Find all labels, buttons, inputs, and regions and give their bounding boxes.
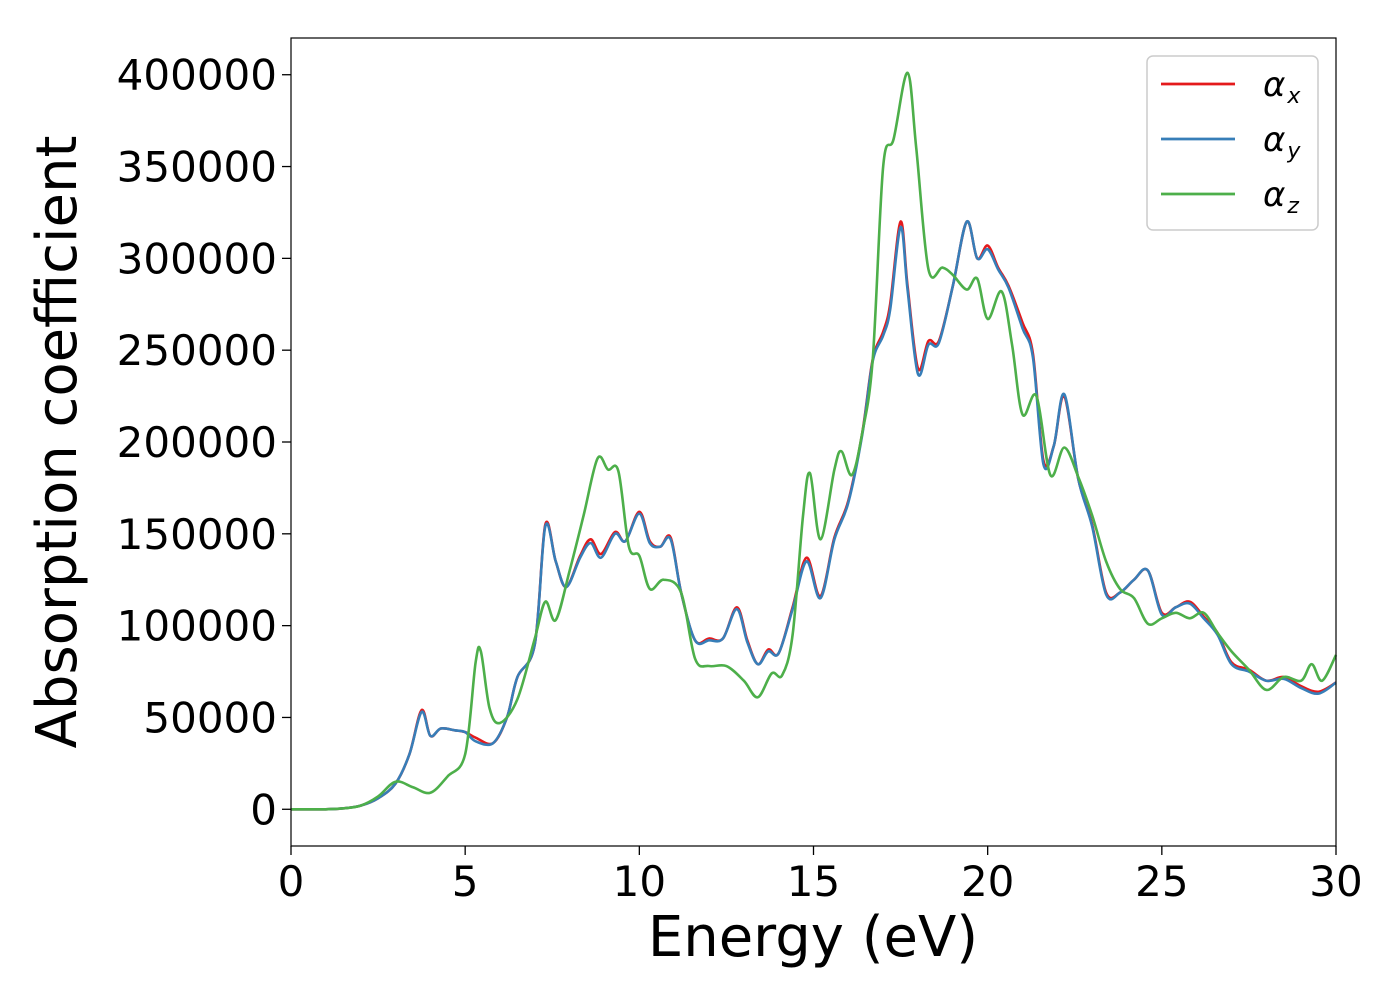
y-tick-label: 150000 bbox=[117, 510, 277, 559]
y-tick-label: 50000 bbox=[143, 693, 277, 742]
y-tick-label: 250000 bbox=[117, 326, 277, 375]
series-line-x bbox=[290, 220, 1337, 811]
series-line-y bbox=[290, 220, 1337, 811]
x-axis-label: Energy (eV) bbox=[648, 905, 978, 970]
y-tick-label: 200000 bbox=[117, 418, 277, 467]
series-layer bbox=[290, 71, 1338, 811]
legend-box bbox=[1146, 55, 1319, 231]
x-tick-label: 25 bbox=[1135, 857, 1188, 906]
y-tick-label: 300000 bbox=[117, 234, 277, 283]
x-tick-label: 15 bbox=[787, 857, 840, 906]
x-tick-label: 10 bbox=[613, 857, 666, 906]
x-tick-label: 30 bbox=[1309, 857, 1362, 906]
y-tick-label: 0 bbox=[250, 785, 277, 834]
x-axis-ticks: 0 5 10 15 20 25 30 bbox=[278, 846, 1363, 906]
series-line-z bbox=[290, 71, 1338, 811]
y-tick-label: 400000 bbox=[117, 51, 277, 100]
x-tick-label: 5 bbox=[452, 857, 479, 906]
y-tick-label: 350000 bbox=[117, 143, 277, 192]
x-tick-label: 20 bbox=[961, 857, 1014, 906]
y-axis-ticks: 0 50000 100000 150000 200000 250000 300000 3500… bbox=[117, 51, 291, 834]
x-tick-label: 0 bbox=[278, 857, 305, 906]
y-tick-label: 100000 bbox=[117, 602, 277, 651]
y-axis-label: Absorption coefficient bbox=[25, 136, 90, 749]
